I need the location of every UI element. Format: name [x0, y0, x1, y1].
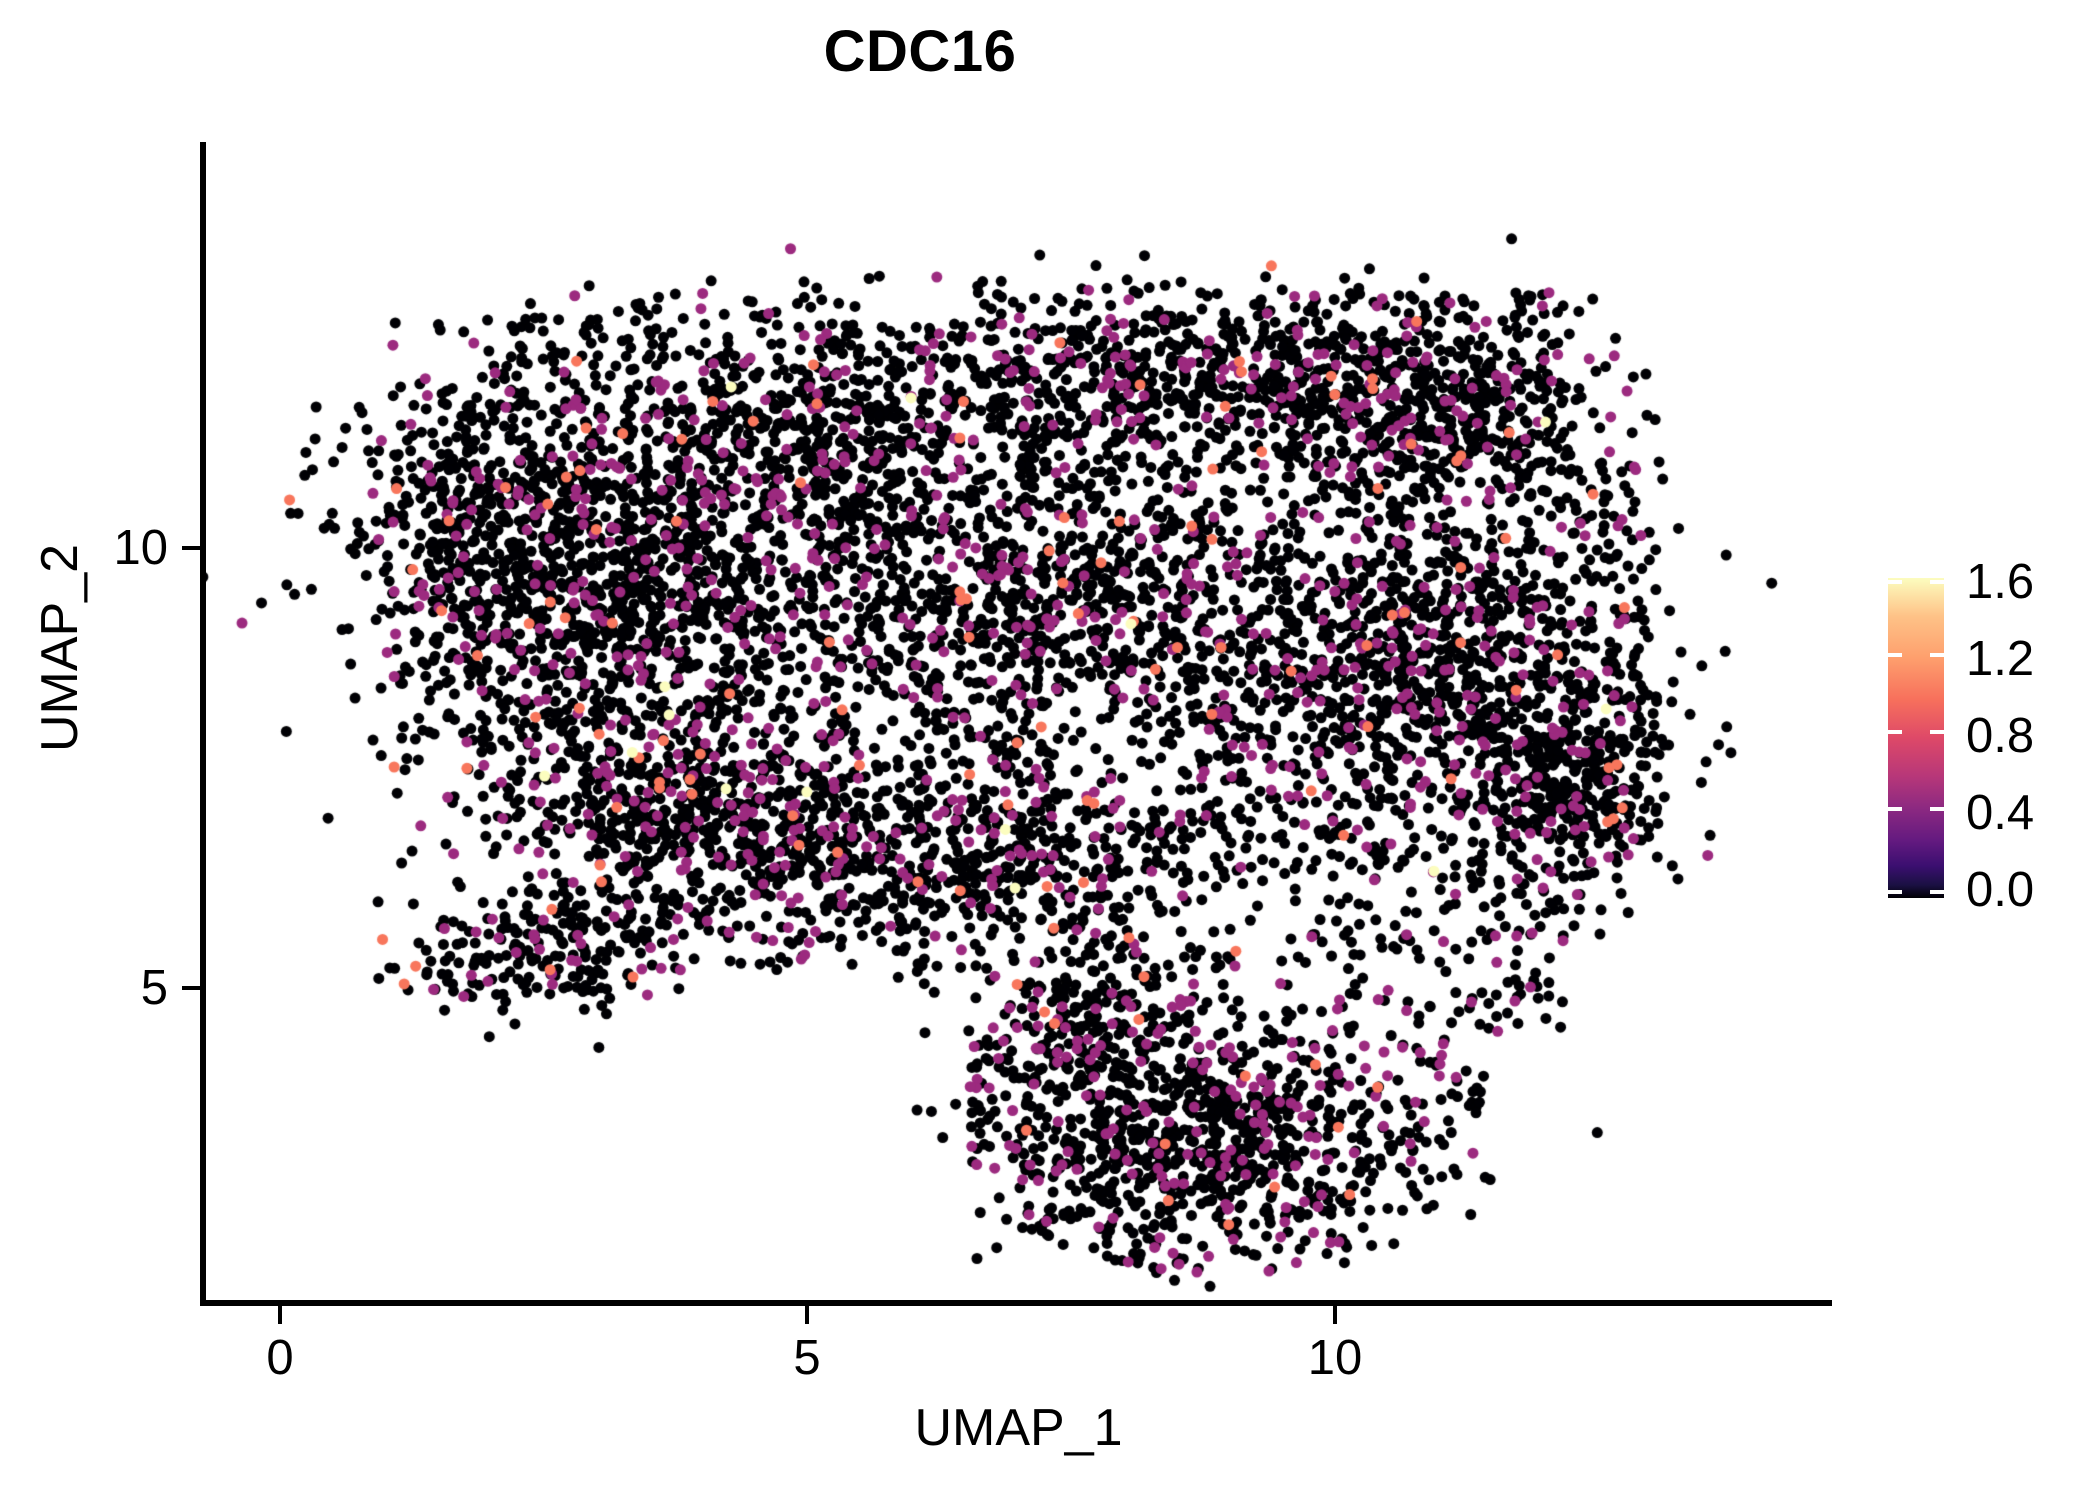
colorbar-tick-1-6-right [1930, 580, 1944, 584]
colorbar-label-0-8: 0.8 [1966, 709, 2035, 763]
colorbar-label-0-0: 0.0 [1966, 863, 2035, 917]
x-tick-mark-0 [278, 1306, 282, 1324]
colorbar-tick-0-8-left [1888, 730, 1902, 734]
x-tick-mark-10 [1333, 1306, 1337, 1324]
colorbar-tick-1-6-left [1888, 580, 1902, 584]
x-tick-label-0: 0 [266, 1331, 294, 1385]
colorbar-tick-0-0-right [1930, 890, 1944, 894]
colorbar-tick-0-4-left [1888, 807, 1902, 811]
x-axis-title: UMAP_1 [914, 1399, 1123, 1457]
colorbar-tick-1-2-left [1888, 653, 1902, 657]
y-axis-title: UMAP_2 [31, 543, 89, 753]
x-tick-label-10: 10 [1307, 1331, 1363, 1385]
x-tick-label-5: 5 [793, 1331, 821, 1385]
x-axis-line [200, 1300, 1832, 1306]
colorbar-tick-0-4-right [1930, 807, 1944, 811]
y-axis-line [200, 142, 206, 1306]
colorbar-tick-0-0-left [1888, 890, 1902, 894]
colorbar-tick-0-8-right [1930, 730, 1944, 734]
y-tick-mark-5 [182, 986, 200, 990]
colorbar-label-1-6: 1.6 [1966, 555, 2035, 609]
y-tick-label-10: 10 [113, 521, 168, 575]
colorbar-legend: 1.6 1.2 0.8 0.4 0.0 [1888, 555, 2088, 917]
page-title: CDC16 [823, 19, 1017, 84]
colorbar-gradient [1888, 578, 1944, 898]
colorbar-label-1-2: 1.2 [1966, 632, 2035, 686]
scatter-plot-canvas [205, 142, 1832, 1303]
y-tick-mark-10 [182, 546, 200, 550]
y-tick-label-5: 5 [140, 961, 168, 1015]
x-tick-mark-5 [805, 1306, 809, 1324]
colorbar-tick-1-2-right [1930, 653, 1944, 657]
plot-panel [205, 142, 1832, 1303]
colorbar-label-0-4: 0.4 [1966, 786, 2035, 840]
